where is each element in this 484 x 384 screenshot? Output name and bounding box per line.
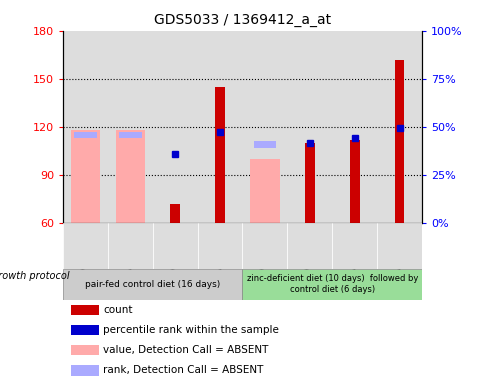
Bar [119,131,141,138]
Bar [107,223,152,269]
Bar [394,60,404,223]
Text: zinc-deficient diet (10 days)  followed by
control diet (6 days): zinc-deficient diet (10 days) followed b… [246,274,417,294]
Bar [242,31,287,223]
Bar [71,325,98,335]
Text: percentile rank within the sample: percentile rank within the sample [103,325,279,335]
Text: rank, Detection Call = ABSENT: rank, Detection Call = ABSENT [103,366,263,376]
Bar [63,223,107,269]
Bar [71,130,100,223]
Bar [242,223,287,269]
Bar [71,366,98,376]
Bar [376,31,421,223]
Bar [349,139,359,223]
Text: growth protocol: growth protocol [0,271,69,281]
Bar [152,31,197,223]
Text: pair-fed control diet (16 days): pair-fed control diet (16 days) [85,280,220,289]
Bar [63,269,242,300]
Bar [197,223,242,269]
Bar [287,223,332,269]
Bar [71,305,98,315]
Bar [304,143,314,223]
Bar [74,131,96,138]
Text: count: count [103,305,133,314]
Bar [107,31,152,223]
Title: GDS5033 / 1369412_a_at: GDS5033 / 1369412_a_at [153,13,331,27]
Bar [332,223,376,269]
Bar [332,31,376,223]
Bar [63,31,107,223]
Bar [253,141,275,147]
Bar [170,204,180,223]
Bar [287,31,332,223]
Bar [116,130,145,223]
Bar [215,87,225,223]
Bar [376,223,421,269]
Text: value, Detection Call = ABSENT: value, Detection Call = ABSENT [103,345,268,355]
Bar [152,223,197,269]
Bar [250,159,279,223]
Bar [197,31,242,223]
Bar [71,345,98,355]
Bar [242,269,421,300]
